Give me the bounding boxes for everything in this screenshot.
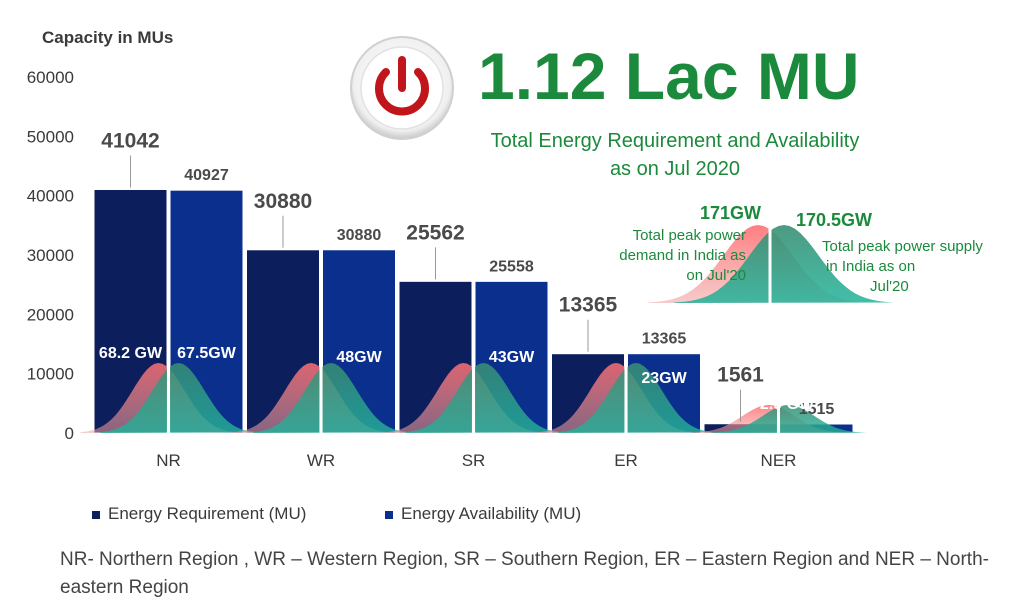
x-tick-label: NR (156, 451, 181, 470)
peak-supply-label: Total peak power supply in India as on J… (822, 237, 1022, 297)
headline: 1.12 Lac MU (478, 39, 860, 113)
peak-supply-label-line-3: Jul'20 (870, 278, 909, 295)
peak-gw-label: 2.8 GW (916, 396, 971, 413)
supply-curve (100, 363, 257, 433)
legend-label-requirement: Energy Requirement (MU) (108, 504, 307, 523)
power-icon (350, 36, 454, 140)
data-label-availability: 40927 (184, 167, 229, 184)
peak-supply-value: 170.5GW (796, 210, 873, 230)
national-peak-curve (648, 223, 894, 303)
data-label-requirement: 13365 (559, 294, 618, 317)
data-label-availability: 30880 (337, 227, 382, 244)
peak-gw-label: 43GW (489, 349, 535, 366)
x-tick-label: NER (761, 451, 797, 470)
y-tick-label: 0 (65, 424, 74, 443)
data-labels: 41042 40927 30880 30880 25562 25558 13365 13365… (99, 129, 971, 422)
legend-item-requirement: Energy Requirement (MU) (92, 504, 306, 524)
y-axis: 0 10000 20000 30000 40000 50000 60000 NR WR SR ER N… (27, 68, 797, 470)
x-tick-label: WR (307, 451, 335, 470)
data-label-availability: 1515 (799, 401, 835, 418)
footnote: NR- Northern Region , WR – Western Regio… (60, 549, 989, 598)
data-label-availability: 13365 (642, 331, 687, 348)
data-label-requirement: 1561 (717, 364, 764, 387)
peak-gw-label: 2.9 GW (760, 396, 815, 413)
y-tick-label: 60000 (27, 68, 74, 87)
supply-curve (710, 405, 867, 433)
supply-curve (253, 363, 409, 433)
data-label-requirement: 41042 (101, 129, 159, 152)
peak-demand-label: Total peak power demand in India as on J… (596, 226, 746, 286)
y-tick-label: 10000 (27, 365, 74, 384)
national-supply-curve (674, 225, 894, 303)
y-tick-label: 20000 (27, 305, 74, 324)
data-label-requirement: 25562 (406, 221, 464, 244)
legend-item-availability: Energy Availability (MU) (385, 504, 581, 524)
subtitle-line-2: as on Jul 2020 (609, 158, 741, 180)
x-tick-label: ER (614, 451, 638, 470)
y-tick-label: 40000 (27, 187, 74, 206)
y-tick-label: 50000 (27, 127, 74, 146)
peak-gw-label: 48GW (336, 349, 382, 366)
peak-curves (80, 357, 867, 433)
peak-demand-label-line-1: Total peak power (632, 227, 746, 244)
legend-swatch-availability (385, 510, 393, 519)
subtitle: Total Energy Requirement and Availabilit… (440, 127, 910, 183)
supply-curve (405, 363, 562, 433)
legend-label-availability: Energy Availability (MU) (401, 504, 582, 523)
data-label-requirement: 30880 (254, 190, 312, 213)
data-label-availability: 25558 (489, 258, 534, 275)
peak-supply-label-line-1: Total peak power supply (822, 238, 983, 255)
subtitle-line-1: Total Energy Requirement and Availabilit… (490, 130, 860, 152)
peak-demand-label-line-2: demand in India as (619, 247, 746, 264)
supply-curve (558, 363, 714, 433)
peak-supply-label-line-2: in India as on (826, 258, 916, 275)
peak-demand-value: 171GW (700, 203, 762, 223)
peak-demand-label-line-3: on Jul'20 (686, 267, 746, 284)
peak-gw-label: 23GW (641, 370, 687, 387)
peak-gw-label: 67.5GW (177, 345, 237, 362)
y-axis-label: Capacity in MUs (42, 28, 174, 47)
y-tick-label: 30000 (27, 246, 74, 265)
legend-swatch-requirement (92, 510, 100, 519)
peak-gw-label: 68.2 GW (99, 345, 163, 362)
x-tick-label: SR (462, 451, 486, 470)
